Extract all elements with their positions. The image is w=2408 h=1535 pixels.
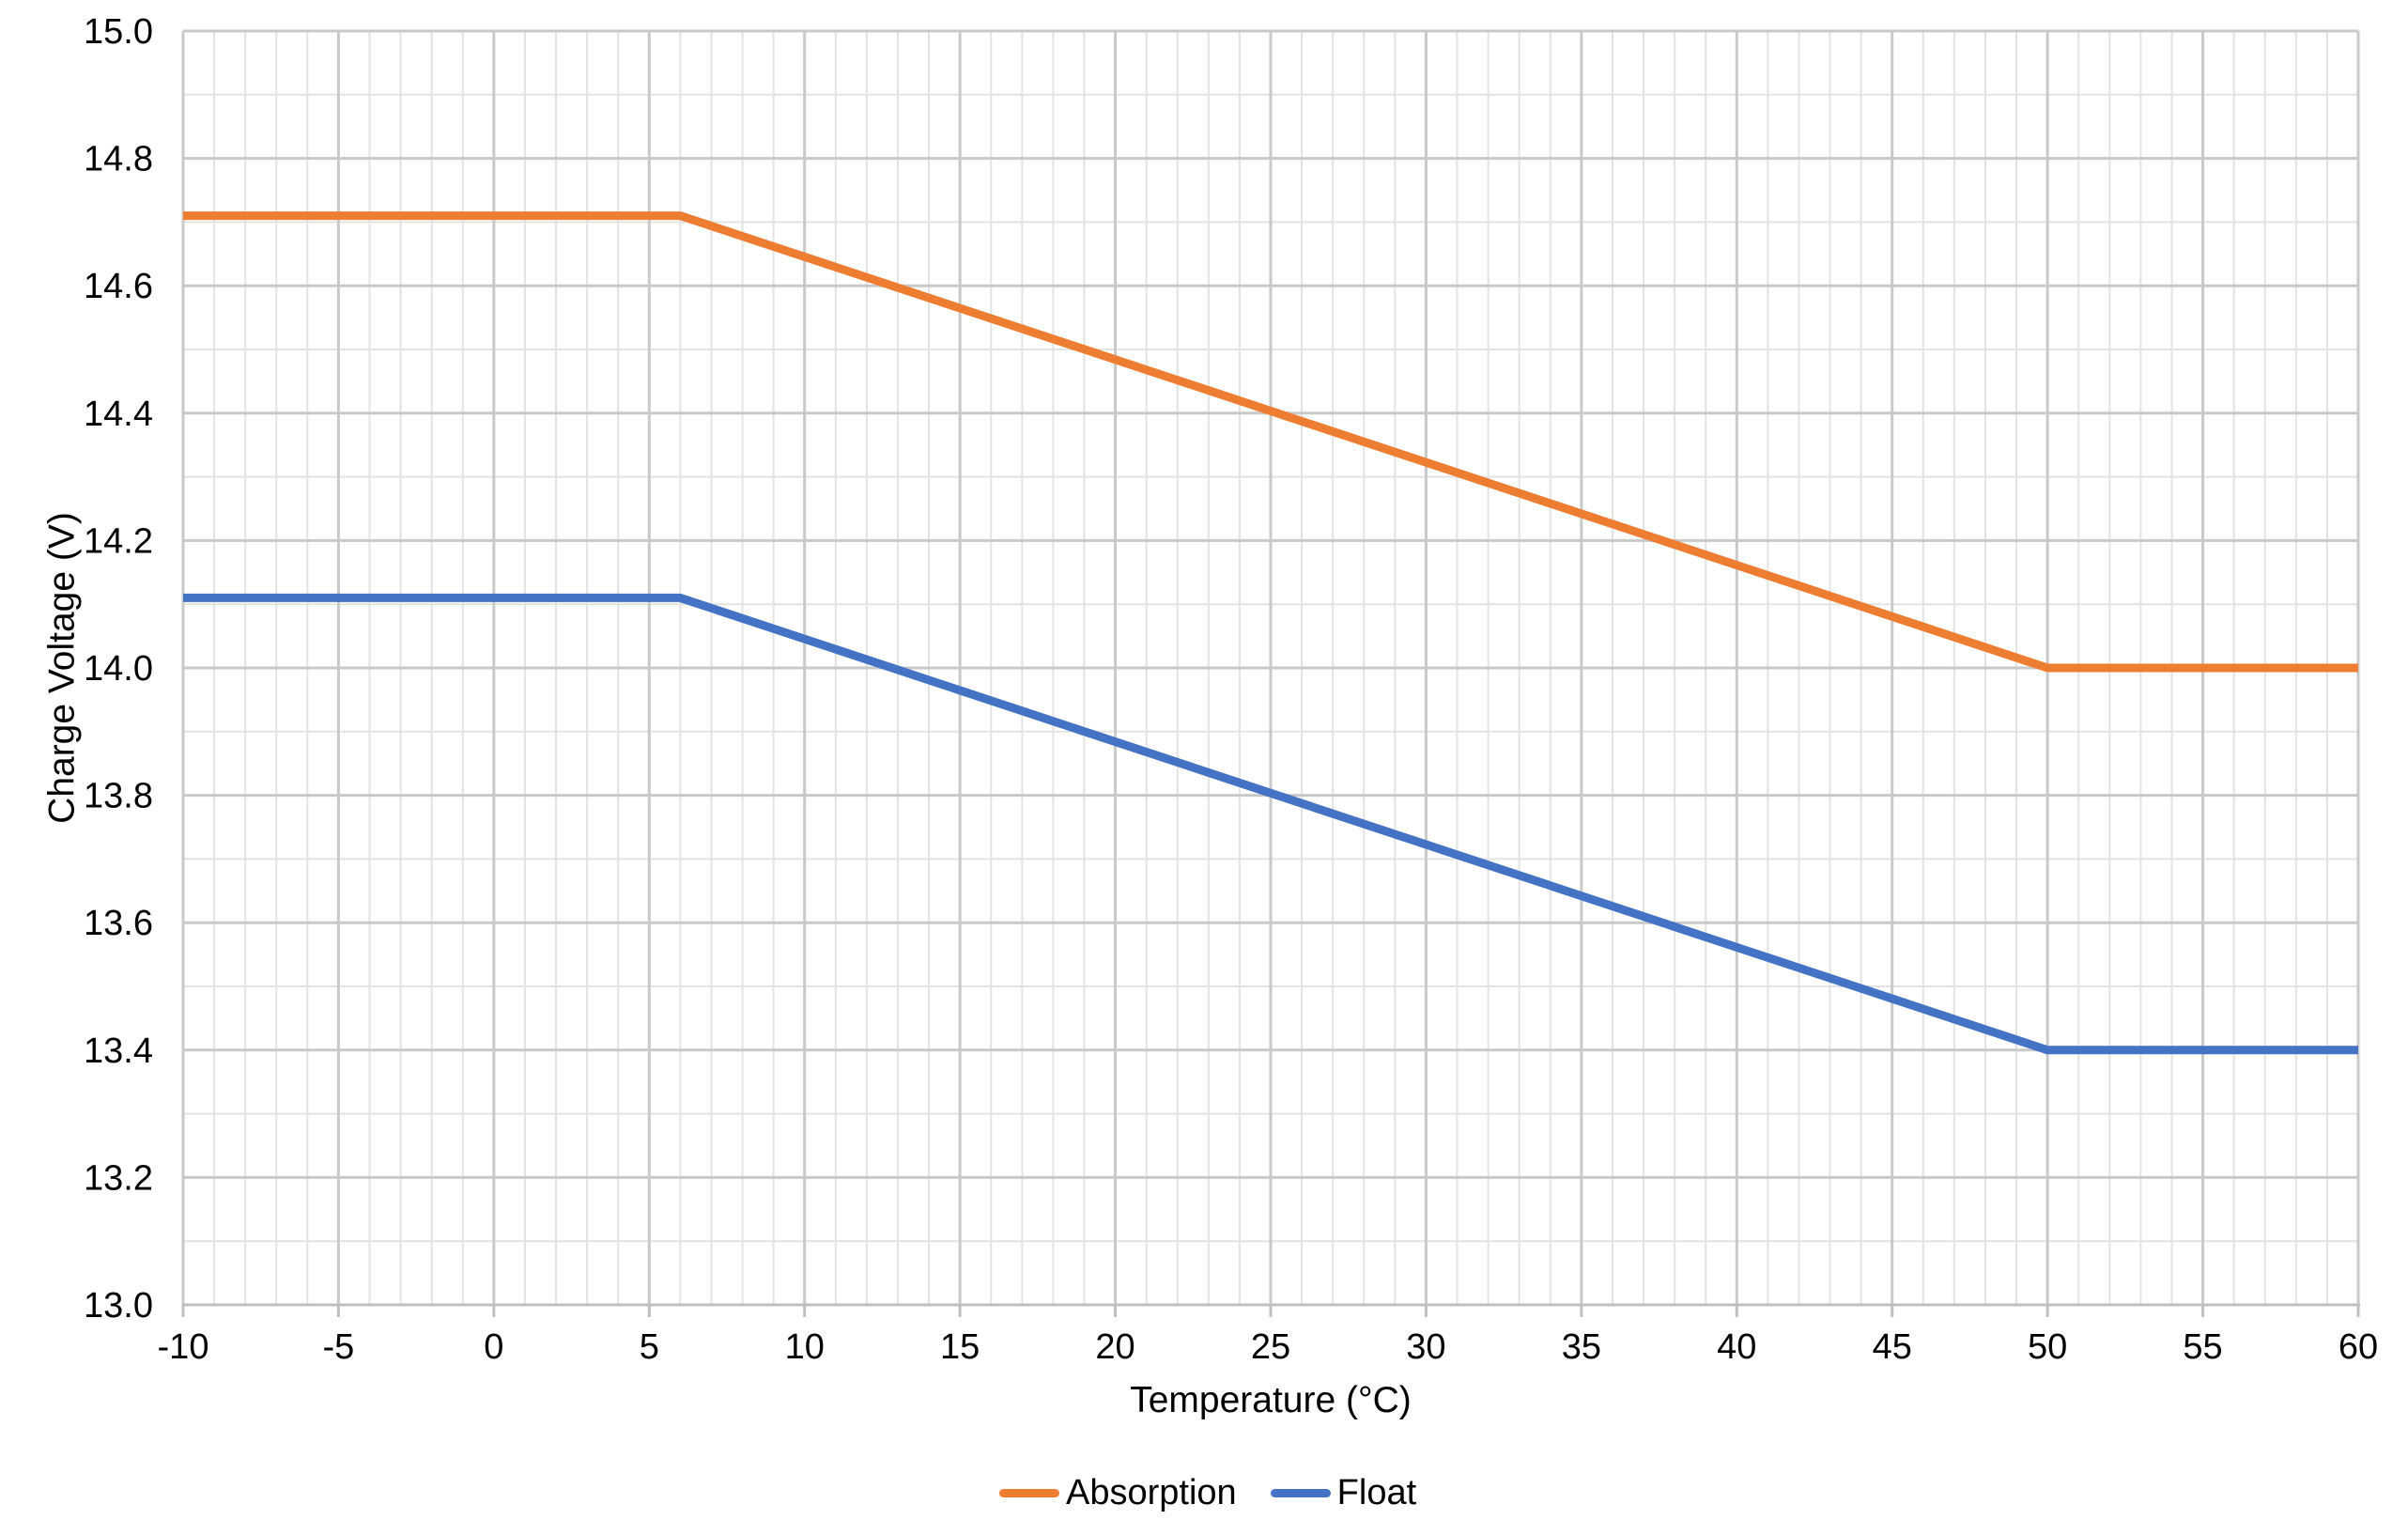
- x-tick-label: 55: [2183, 1327, 2222, 1367]
- legend-swatch-float: [1270, 1488, 1331, 1497]
- x-tick-label: 60: [2339, 1327, 2378, 1367]
- y-axis-title: Charge Voltage (V): [41, 512, 83, 824]
- legend-label-float: Float: [1336, 1473, 1417, 1512]
- y-tick-label: 13.8: [84, 777, 153, 816]
- y-tick-label: 15.0: [84, 12, 153, 52]
- x-tick-label: -5: [323, 1327, 355, 1367]
- legend-label-absorption: Absorption: [1066, 1473, 1237, 1512]
- legend-swatch-absorption: [999, 1488, 1059, 1497]
- x-tick-label: 20: [1095, 1327, 1135, 1367]
- x-tick-label: 40: [1717, 1327, 1756, 1367]
- y-tick-label: 13.6: [84, 904, 153, 943]
- legend: Absorption Float: [999, 1471, 1416, 1514]
- y-tick-label: 13.0: [84, 1286, 153, 1326]
- x-axis-title: Temperature (°C): [1130, 1380, 1412, 1420]
- x-tick-label: 35: [1562, 1327, 1601, 1367]
- x-tick-label: 30: [1406, 1327, 1445, 1367]
- x-tick-label: 0: [484, 1327, 503, 1367]
- y-tick-label: 14.6: [84, 267, 153, 306]
- series-line-float: [183, 593, 2358, 1055]
- x-tick-label: 25: [1251, 1327, 1290, 1367]
- legend-item-float: Float: [1270, 1473, 1417, 1512]
- x-tick-label: 15: [940, 1327, 980, 1367]
- x-tick-label: 10: [785, 1327, 825, 1367]
- legend-item-absorption: Absorption: [999, 1475, 1237, 1511]
- y-tick-label: 13.2: [84, 1158, 153, 1198]
- y-tick-label: 14.0: [84, 649, 153, 689]
- x-tick-label: 5: [640, 1327, 659, 1367]
- x-tick-label: 45: [1873, 1327, 1912, 1367]
- y-tick-label: 14.4: [84, 395, 153, 434]
- y-tick-label: 14.8: [84, 140, 153, 179]
- x-tick-label: 50: [2028, 1327, 2067, 1367]
- y-tick-label: 13.4: [84, 1031, 153, 1071]
- y-tick-label: 14.2: [84, 521, 153, 561]
- series-line-absorption: [183, 211, 2358, 673]
- x-tick-label: -10: [158, 1327, 209, 1367]
